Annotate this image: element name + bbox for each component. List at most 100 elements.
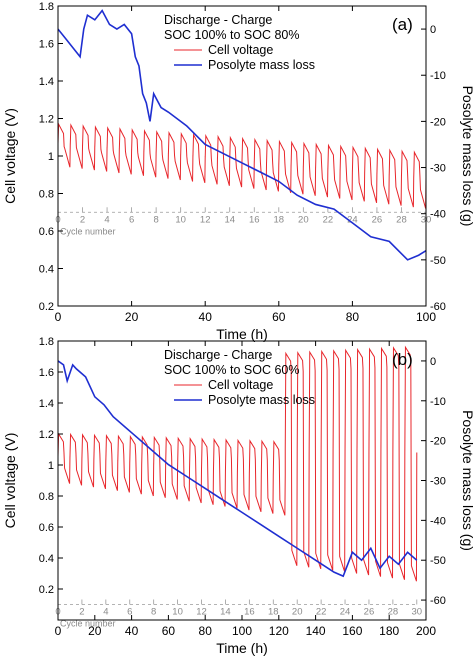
y-left-tick-label: 1 [48,460,54,472]
cycle-tick-label: 16 [249,214,260,225]
cycle-tick-label: 22 [323,214,334,225]
y-left-tick-label: 1.4 [39,76,54,88]
panel-label: (b) [392,350,413,369]
x-tick-label: 180 [379,624,399,638]
y-left-axis-label: Cell voltage (V) [2,433,18,529]
cycle-tick-label: 2 [80,214,85,225]
y-right-tick-label: -30 [430,476,446,488]
x-tick-label: 0 [55,624,62,638]
y-left-tick-label: 1.6 [39,39,54,51]
x-tick-label: 100 [416,310,436,324]
legend-title-line: SOC 100% to SOC 60% [164,363,299,377]
cycle-tick-label: 20 [298,214,309,225]
cycle-tick-label: 6 [127,607,132,618]
y-left-tick-label: 1.6 [39,367,54,379]
cycle-tick-label: 24 [347,214,358,225]
cycle-tick-label: 14 [220,607,231,618]
cycle-tick-label: 12 [200,214,211,225]
cycle-tick-label: 26 [372,214,383,225]
legend-title-line: Discharge - Charge [164,348,272,362]
cycle-axis-label: Cycle number [60,226,116,236]
y-right-tick-label: -10 [430,396,446,408]
y-right-tick-label: 0 [430,24,436,36]
y-left-tick-label: 0.6 [39,226,54,238]
cycle-tick-label: 6 [129,214,134,225]
cycle-tick-label: 18 [274,214,285,225]
cycle-tick-label: 14 [224,214,235,225]
x-tick-label: 200 [416,624,436,638]
y-right-tick-label: -20 [430,436,446,448]
y-left-tick-label: 1 [48,151,54,163]
y-left-tick-label: 0.8 [39,491,54,503]
y-right-tick-label: -60 [430,595,446,607]
x-tick-label: 40 [125,624,139,638]
y-left-tick-label: 0.2 [39,301,54,313]
y-right-tick-label: -20 [430,116,446,128]
x-tick-label: 100 [232,624,252,638]
y-left-tick-label: 0.6 [39,522,54,534]
y-left-tick-label: 0.8 [39,189,54,201]
cycle-tick-label: 16 [244,607,255,618]
x-tick-label: 80 [346,310,360,324]
y-right-tick-label: -50 [430,555,446,567]
cycle-tick-label: 2 [79,607,84,618]
cycle-tick-label: 4 [103,607,108,618]
cycle-tick-label: 20 [292,607,303,618]
cycle-tick-label: 22 [316,607,327,618]
y-left-tick-label: 1.4 [39,398,54,410]
cycle-tick-label: 4 [104,214,109,225]
cycle-tick-label: 24 [340,607,351,618]
x-tick-label: 20 [88,624,102,638]
x-axis-label: Time (h) [216,640,268,656]
y-left-tick-label: 0.4 [39,553,54,565]
x-axis-label: Time (h) [216,326,268,342]
posolyte-mass-loss-line [58,360,418,578]
y-right-axis-label: Posolyte mass loss (g) [460,86,474,227]
panel-label: (a) [392,15,413,34]
cycle-tick-label: 18 [268,607,279,618]
y-right-tick-label: -30 [430,163,446,175]
posolyte-mass-loss-line [58,9,426,261]
x-tick-label: 60 [162,624,176,638]
legend-entry: Posolyte mass loss [208,393,315,407]
cycle-tick-label: 28 [396,214,407,225]
legend-entry: Posolyte mass loss [208,58,315,72]
x-tick-label: 120 [269,624,289,638]
y-right-axis-label: Posolyte mass loss (g) [460,410,474,551]
cycle-tick-label: 8 [151,607,156,618]
cycle-tick-label: 10 [172,607,183,618]
legend-title-line: SOC 100% to SOC 80% [164,28,299,42]
cell-voltage-line [58,345,418,582]
cycle-tick-label: 26 [364,607,375,618]
cycle-tick-label: 10 [175,214,186,225]
cycle-tick-label: 28 [388,607,399,618]
y-left-tick-label: 0.2 [39,584,54,596]
y-right-tick-label: -50 [430,255,446,267]
x-tick-label: 0 [55,310,62,324]
y-right-tick-label: -40 [430,515,446,527]
y-right-tick-label: -10 [430,70,446,82]
y-right-tick-label: -40 [430,209,446,221]
y-left-tick-label: 0.4 [39,264,54,276]
x-tick-label: 60 [272,310,286,324]
y-left-tick-label: 1.2 [39,429,54,441]
cycle-tick-label: 12 [196,607,207,618]
cycle-tick-label: 30 [412,607,423,618]
cell-voltage-line [58,122,426,209]
cycle-axis-label: Cycle number [60,619,116,629]
cycle-tick-label: 8 [153,214,158,225]
y-left-tick-label: 1.2 [39,114,54,126]
legend-entry: Cell voltage [208,43,273,57]
x-tick-label: 140 [306,624,326,638]
y-left-tick-label: 1.8 [39,1,54,13]
x-tick-label: 160 [342,624,362,638]
legend-entry: Cell voltage [208,378,273,392]
y-right-tick-label: -60 [430,301,446,313]
